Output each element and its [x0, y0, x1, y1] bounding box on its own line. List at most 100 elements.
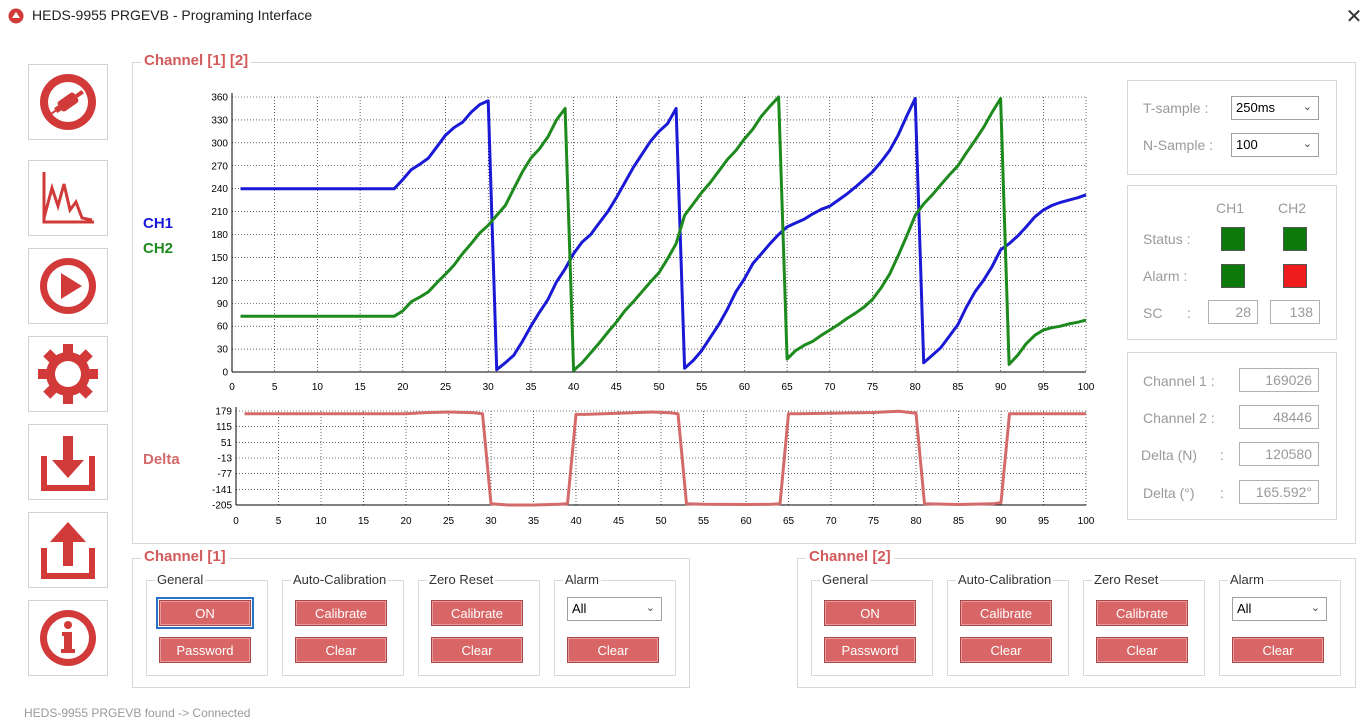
- delta-chart-y-tick-label: 115: [216, 422, 232, 433]
- channel2-zero-clear-button[interactable]: Clear: [1096, 637, 1188, 663]
- status-panel: [1127, 185, 1337, 340]
- chevron-down-icon: ⌄: [1310, 602, 1320, 614]
- info-icon: [40, 610, 96, 666]
- delta-chart-x-tick-label: 50: [655, 516, 667, 527]
- delta-chart-y-tick-label: -205: [212, 501, 232, 512]
- channel1-autocal-title: Auto-Calibration: [291, 572, 389, 587]
- main-chart-y-tick-label: 300: [211, 138, 228, 149]
- channel2-panel-title: Channel [2]: [806, 548, 894, 565]
- main-chart-x-tick-label: 55: [696, 382, 708, 393]
- delta-chart-x-tick-label: 10: [315, 516, 327, 527]
- main-chart-y-tick-label: 150: [211, 253, 228, 264]
- title-bar: HEDS-9955 PRGEVB - Programing Interface …: [0, 0, 1369, 32]
- delta-chart-y-tick-label: 51: [221, 438, 233, 449]
- t-sample-select[interactable]: 250ms ⌄: [1231, 96, 1319, 120]
- main-chart-y-tick-label: 30: [217, 345, 229, 356]
- channel2-count-field[interactable]: 48446: [1239, 405, 1319, 429]
- download-icon: [41, 436, 95, 491]
- channel1-zero-calibrate-button[interactable]: Calibrate: [431, 600, 523, 626]
- delta-chart-x-tick-label: 85: [953, 516, 965, 527]
- delta-chart-x-tick-label: 45: [613, 516, 625, 527]
- main-chart-x-tick-label: 20: [397, 382, 409, 393]
- upload-icon: [41, 522, 95, 579]
- toolbar-upload-button[interactable]: [28, 512, 108, 588]
- channel1-alarm-clear-button[interactable]: Clear: [567, 637, 659, 663]
- ch2-alarm-indicator: [1283, 264, 1307, 288]
- main-chart-x-tick-label: 60: [739, 382, 751, 393]
- play-icon: [40, 258, 96, 314]
- delta-n-colon: :: [1220, 447, 1224, 463]
- sc-colon: :: [1187, 305, 1191, 321]
- delta-chart-x-tick-label: 70: [825, 516, 837, 527]
- delta-chart-series-delta: [244, 409, 1086, 507]
- channel2-zero-calibrate-button[interactable]: Calibrate: [1096, 600, 1188, 626]
- chevron-down-icon: ⌄: [1302, 138, 1312, 150]
- alarm-row-label: Alarm :: [1143, 268, 1188, 284]
- close-icon: ✕: [1345, 5, 1363, 28]
- channel1-autocal-calibrate-button[interactable]: Calibrate: [295, 600, 387, 626]
- sc-ch2-field[interactable]: 138: [1270, 300, 1320, 324]
- main-chart-series-ch1: [240, 97, 1087, 372]
- delta-deg-field[interactable]: 165.592°: [1239, 480, 1319, 504]
- channel2-autocal-calibrate-button[interactable]: Calibrate: [960, 600, 1052, 626]
- channel2-autocal-clear-button[interactable]: Clear: [960, 637, 1052, 663]
- n-sample-select[interactable]: 100 ⌄: [1231, 133, 1319, 157]
- main-chart-x-tick-label: 95: [1038, 382, 1050, 393]
- main-chart-x-tick-label: 0: [229, 382, 235, 393]
- sc-ch1-field[interactable]: 28: [1208, 300, 1258, 324]
- main-chart-y-tick-label: 240: [211, 184, 228, 195]
- delta-n-label: Delta (N): [1141, 447, 1198, 463]
- connect-icon: [40, 74, 96, 130]
- channel1-password-button[interactable]: Password: [159, 637, 251, 663]
- main-chart-x-tick-label: 10: [312, 382, 324, 393]
- delta-label: Delta: [143, 451, 180, 468]
- main-chart-x-tick-label: 25: [440, 382, 452, 393]
- main-chart-x-tick-label: 35: [525, 382, 537, 393]
- n-sample-label: N-Sample :: [1143, 137, 1214, 153]
- close-button[interactable]: ✕: [1340, 2, 1368, 30]
- channel1-count-label: Channel 1 :: [1143, 373, 1215, 389]
- main-chart-x-tick-label: 100: [1078, 382, 1095, 393]
- delta-n-field[interactable]: 120580: [1239, 442, 1319, 466]
- channel2-alarm-clear-button[interactable]: Clear: [1232, 637, 1324, 663]
- channel1-on-button[interactable]: ON: [156, 597, 254, 629]
- delta-chart-x-tick-label: 60: [740, 516, 752, 527]
- toolbar-download-button[interactable]: [28, 424, 108, 500]
- status-col-ch2: CH2: [1278, 200, 1307, 216]
- channel2-alarm-select[interactable]: All ⌄: [1232, 597, 1327, 621]
- delta-chart-y-tick-label: -141: [212, 485, 232, 496]
- main-chart-x-tick-label: 5: [272, 382, 278, 393]
- channel1-zero-clear-button[interactable]: Clear: [431, 637, 523, 663]
- channel1-alarm-select[interactable]: All ⌄: [567, 597, 662, 621]
- t-sample-value: 250ms: [1236, 100, 1276, 115]
- main-chart-x-tick-label: 90: [995, 382, 1007, 393]
- channel1-general-group: General: [146, 572, 268, 676]
- toolbar-play-button[interactable]: [28, 248, 108, 324]
- channel2-autocal-group: Auto-Calibration: [947, 572, 1069, 676]
- channel2-password-button[interactable]: Password: [824, 637, 916, 663]
- main-chart-x-tick-label: 85: [952, 382, 964, 393]
- channel1-general-title: General: [155, 572, 206, 587]
- toolbar-connect-button[interactable]: [28, 64, 108, 140]
- status-col-ch1: CH1: [1216, 200, 1245, 216]
- toolbar-info-button[interactable]: [28, 600, 108, 676]
- main-chart-y-tick-label: 120: [211, 276, 228, 287]
- chart-panel-title: Channel [1] [2]: [141, 52, 252, 69]
- channel1-zero-reset-title: Zero Reset: [427, 572, 496, 587]
- channel2-on-button[interactable]: ON: [824, 600, 916, 626]
- channel1-autocal-group: Auto-Calibration: [282, 572, 404, 676]
- main-chart-y-tick-label: 90: [217, 299, 229, 310]
- channel1-count-field[interactable]: 169026: [1239, 368, 1319, 392]
- delta-chart-x-tick-label: 20: [400, 516, 412, 527]
- chevron-down-icon: ⌄: [1302, 101, 1312, 113]
- legend-ch2: CH2: [143, 240, 174, 257]
- channel1-alarm-group: Alarm: [554, 572, 676, 676]
- toolbar-chart-button[interactable]: [28, 160, 108, 236]
- channel1-autocal-clear-button[interactable]: Clear: [295, 637, 387, 663]
- chart-panel: Channel [1] [2]: [132, 52, 1356, 544]
- ch2-status-indicator: [1283, 227, 1307, 251]
- channel1-panel-title: Channel [1]: [141, 548, 229, 565]
- toolbar-settings-button[interactable]: [28, 336, 108, 412]
- main-chart-x-tick-label: 75: [867, 382, 879, 393]
